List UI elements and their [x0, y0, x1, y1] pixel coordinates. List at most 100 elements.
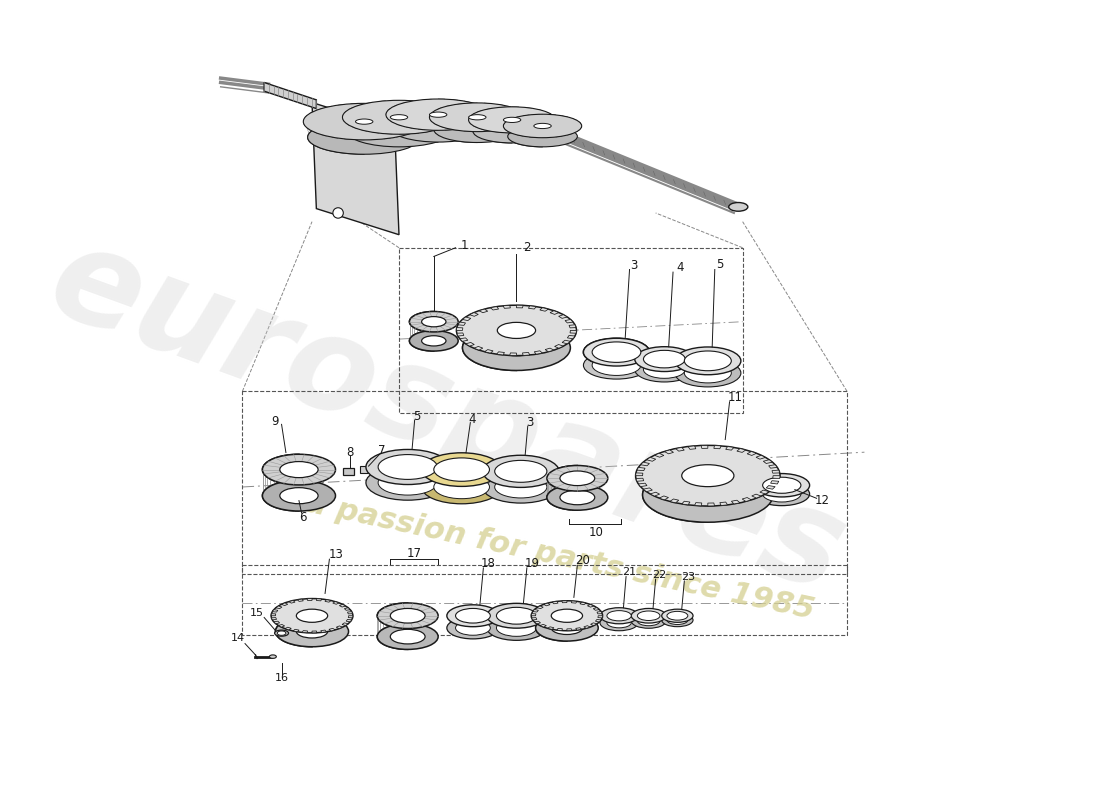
- Polygon shape: [484, 350, 493, 353]
- Polygon shape: [647, 458, 656, 462]
- Ellipse shape: [592, 342, 641, 362]
- Polygon shape: [576, 126, 582, 128]
- Ellipse shape: [531, 601, 603, 630]
- Polygon shape: [388, 105, 397, 107]
- Polygon shape: [332, 136, 340, 138]
- Ellipse shape: [433, 116, 520, 142]
- Ellipse shape: [583, 351, 649, 379]
- Polygon shape: [394, 135, 403, 137]
- Polygon shape: [644, 488, 652, 492]
- Polygon shape: [546, 348, 554, 352]
- Polygon shape: [433, 122, 441, 125]
- Text: 23: 23: [681, 571, 695, 582]
- Text: 2: 2: [524, 242, 530, 254]
- Ellipse shape: [455, 621, 491, 635]
- Polygon shape: [506, 120, 513, 122]
- Polygon shape: [317, 109, 324, 111]
- Polygon shape: [522, 353, 530, 355]
- Polygon shape: [415, 114, 421, 116]
- Polygon shape: [760, 490, 769, 494]
- Polygon shape: [531, 618, 537, 620]
- Text: 18: 18: [481, 557, 496, 570]
- Polygon shape: [304, 123, 309, 126]
- Polygon shape: [549, 116, 556, 118]
- Polygon shape: [362, 129, 370, 131]
- Text: 13: 13: [329, 548, 344, 562]
- Polygon shape: [508, 115, 542, 147]
- Polygon shape: [559, 314, 568, 318]
- Polygon shape: [393, 100, 399, 102]
- Ellipse shape: [636, 446, 780, 506]
- Text: 5: 5: [716, 258, 724, 270]
- Polygon shape: [450, 114, 455, 115]
- Polygon shape: [456, 327, 463, 330]
- Ellipse shape: [592, 342, 641, 362]
- Ellipse shape: [377, 603, 438, 629]
- Polygon shape: [377, 104, 384, 106]
- Polygon shape: [554, 135, 562, 137]
- Ellipse shape: [483, 471, 559, 503]
- Ellipse shape: [462, 325, 571, 370]
- Polygon shape: [536, 602, 566, 641]
- Polygon shape: [307, 127, 314, 130]
- Polygon shape: [418, 102, 426, 103]
- Ellipse shape: [631, 614, 667, 628]
- Ellipse shape: [662, 614, 693, 626]
- Polygon shape: [344, 608, 350, 610]
- Ellipse shape: [271, 598, 353, 633]
- Polygon shape: [747, 451, 757, 455]
- Polygon shape: [580, 602, 586, 605]
- Ellipse shape: [377, 624, 438, 650]
- Polygon shape: [297, 599, 304, 602]
- Ellipse shape: [433, 458, 490, 482]
- Ellipse shape: [421, 453, 502, 486]
- Ellipse shape: [308, 120, 420, 154]
- Ellipse shape: [728, 202, 748, 211]
- Polygon shape: [321, 630, 327, 633]
- Polygon shape: [593, 608, 600, 610]
- Polygon shape: [573, 130, 580, 132]
- Polygon shape: [550, 310, 559, 314]
- Ellipse shape: [447, 605, 499, 626]
- Ellipse shape: [551, 609, 583, 622]
- Polygon shape: [346, 619, 352, 622]
- Polygon shape: [429, 115, 434, 118]
- Polygon shape: [490, 129, 497, 131]
- Ellipse shape: [469, 114, 486, 120]
- Polygon shape: [402, 102, 409, 105]
- Polygon shape: [732, 500, 740, 504]
- Polygon shape: [498, 107, 506, 109]
- Ellipse shape: [263, 480, 336, 511]
- Polygon shape: [349, 108, 356, 110]
- Polygon shape: [324, 600, 331, 602]
- Polygon shape: [411, 132, 419, 134]
- Ellipse shape: [496, 619, 537, 636]
- Polygon shape: [282, 603, 288, 606]
- Polygon shape: [491, 306, 498, 310]
- Polygon shape: [514, 110, 520, 112]
- Circle shape: [333, 208, 343, 218]
- Polygon shape: [517, 121, 524, 123]
- Ellipse shape: [497, 340, 536, 356]
- Polygon shape: [437, 108, 444, 110]
- Polygon shape: [516, 305, 524, 308]
- Polygon shape: [565, 133, 572, 135]
- Ellipse shape: [275, 630, 288, 636]
- Polygon shape: [442, 125, 449, 127]
- Polygon shape: [701, 446, 707, 448]
- Polygon shape: [272, 618, 276, 620]
- Polygon shape: [670, 499, 679, 503]
- Polygon shape: [540, 126, 548, 129]
- Polygon shape: [406, 126, 415, 128]
- Polygon shape: [484, 110, 490, 113]
- Ellipse shape: [560, 490, 595, 505]
- Ellipse shape: [456, 305, 576, 356]
- Ellipse shape: [684, 351, 732, 370]
- Ellipse shape: [279, 462, 318, 478]
- Polygon shape: [473, 126, 481, 127]
- Polygon shape: [337, 626, 342, 629]
- Polygon shape: [344, 111, 350, 114]
- Ellipse shape: [279, 488, 318, 504]
- Ellipse shape: [275, 616, 349, 646]
- Polygon shape: [471, 114, 477, 116]
